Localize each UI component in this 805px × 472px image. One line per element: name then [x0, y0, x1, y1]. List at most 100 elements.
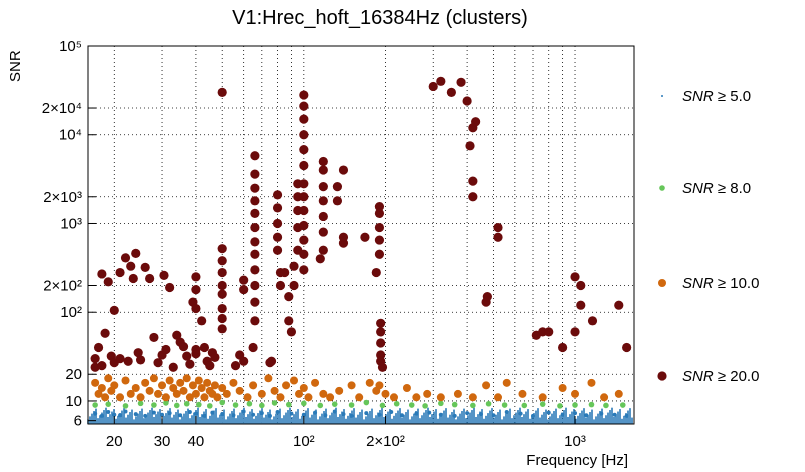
point-snr20	[284, 316, 294, 326]
x-tick-label: 40	[188, 433, 205, 450]
point-snr10	[191, 389, 200, 398]
point-snr10	[347, 381, 356, 390]
point-snr20	[318, 182, 328, 192]
point-snr20	[576, 300, 586, 310]
point-snr10	[116, 393, 125, 402]
legend-marker	[657, 371, 667, 381]
point-snr8	[422, 403, 428, 409]
point-snr20	[272, 245, 283, 255]
x-axis-label: Frequency [Hz]	[526, 452, 628, 469]
point-snr10	[165, 376, 174, 385]
point-snr20	[217, 280, 227, 291]
point-snr20	[332, 196, 343, 206]
point-snr10	[218, 383, 227, 392]
point-snr10	[158, 381, 167, 390]
point-snr10	[355, 393, 364, 402]
point-snr8	[619, 402, 626, 408]
point-snr20	[289, 280, 299, 291]
point-snr8	[105, 401, 112, 407]
point-snr20	[376, 327, 386, 337]
point-snr10	[185, 393, 194, 402]
point-snr10	[149, 374, 158, 383]
point-snr8	[485, 400, 492, 407]
point-snr20	[159, 270, 169, 280]
point-snr20	[299, 249, 309, 259]
point-snr5	[332, 409, 337, 414]
y-tick-label: 6	[74, 413, 82, 430]
point-snr5	[187, 410, 192, 415]
x-tick-label: 2×10²	[366, 433, 405, 450]
point-snr10	[176, 378, 185, 387]
point-snr20	[299, 192, 309, 202]
point-snr20	[217, 244, 227, 254]
point-snr20	[299, 265, 309, 275]
point-snr8	[470, 402, 476, 409]
point-snr5	[624, 413, 629, 418]
point-snr20	[587, 316, 598, 326]
point-snr10	[453, 389, 462, 398]
point-snr20	[318, 245, 328, 255]
point-snr20	[145, 273, 155, 284]
y-axis-ticks: 6 10 20 10² 2×10² 10³ 2×10³ 10⁴ 2×10⁴ 10⁵	[42, 38, 96, 430]
point-snr20	[446, 87, 456, 98]
point-snr5	[573, 411, 578, 416]
point-snr5	[123, 409, 128, 414]
point-snr20	[217, 324, 227, 334]
y-tick-label: 20	[65, 366, 82, 383]
point-snr8	[206, 403, 213, 409]
plot-points	[87, 76, 633, 424]
point-snr5	[414, 411, 419, 416]
point-snr10	[229, 378, 238, 387]
point-snr20	[493, 222, 503, 233]
point-snr10	[203, 378, 212, 387]
point-snr20	[230, 361, 241, 371]
point-snr10	[249, 381, 258, 390]
point-snr8	[232, 402, 239, 408]
point-snr20	[275, 280, 286, 291]
point-snr10	[210, 381, 219, 390]
point-snr20	[299, 101, 309, 111]
point-snr20	[544, 327, 554, 337]
point-snr5	[267, 413, 272, 418]
point-snr8	[451, 401, 458, 408]
point-snr10	[436, 393, 445, 402]
point-snr20	[250, 183, 260, 193]
point-snr20	[217, 289, 227, 299]
point-snr10	[145, 386, 154, 395]
point-snr20	[436, 76, 446, 86]
point-snr10	[131, 383, 140, 392]
point-snr10	[319, 389, 328, 398]
point-snr20	[371, 267, 381, 278]
point-snr5	[584, 413, 589, 418]
point-snr10	[161, 393, 170, 402]
point-snr10	[188, 381, 197, 390]
point-snr5	[143, 413, 148, 418]
point-snr5	[202, 413, 207, 418]
point-snr20	[250, 237, 260, 247]
chart-title: V1:Hrec_hoft_16384Hz (clusters)	[232, 7, 528, 29]
point-snr5	[275, 410, 280, 415]
point-snr20	[289, 261, 299, 271]
point-snr10	[172, 389, 181, 398]
point-snr20	[165, 282, 175, 293]
point-snr10	[614, 389, 623, 398]
point-snr10	[257, 389, 266, 398]
point-snr20	[299, 130, 309, 140]
point-snr8	[348, 402, 355, 408]
point-snr10	[101, 393, 110, 402]
point-snr10	[94, 389, 103, 398]
point-snr20	[570, 272, 580, 282]
point-snr5	[193, 411, 198, 416]
point-snr10	[304, 393, 313, 402]
point-snr20	[299, 160, 309, 171]
point-snr5	[364, 411, 369, 416]
point-snr10	[423, 389, 432, 398]
point-snr20	[250, 249, 260, 259]
point-snr20	[210, 352, 220, 362]
point-snr8	[557, 403, 563, 409]
point-snr5	[210, 410, 215, 415]
point-snr20	[250, 151, 260, 161]
point-snr5	[504, 410, 509, 415]
point-snr20	[471, 117, 481, 127]
